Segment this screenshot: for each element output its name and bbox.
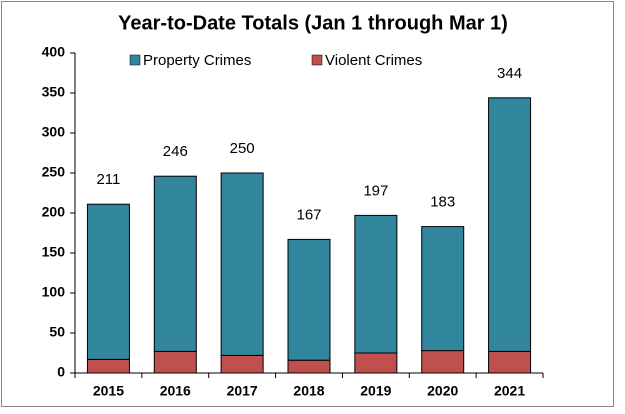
y-tick-label: 50 <box>49 324 65 340</box>
total-label: 344 <box>497 65 522 82</box>
y-tick-label: 400 <box>42 44 66 60</box>
bar-segment <box>287 238 331 361</box>
bar-segment <box>354 214 398 354</box>
total-label: 197 <box>363 182 388 199</box>
bar-segment <box>287 359 331 374</box>
y-tick-label: 200 <box>42 204 66 220</box>
legend-swatch <box>129 54 141 66</box>
bar-segment <box>421 226 465 352</box>
legend-swatch <box>311 54 323 66</box>
x-tick-label: 2017 <box>227 383 258 399</box>
y-tick-label: 250 <box>42 164 66 180</box>
bar-segment <box>153 175 197 352</box>
legend-label: Property Crimes <box>143 52 251 69</box>
x-tick-label: 2020 <box>427 383 458 399</box>
bar-segment <box>354 352 398 374</box>
y-tick-label: 100 <box>42 284 66 300</box>
y-tick-label: 150 <box>42 244 66 260</box>
legend-label: Violent Crimes <box>325 52 422 69</box>
bar-segment <box>86 203 130 360</box>
total-label: 167 <box>296 206 321 223</box>
total-label: 211 <box>96 171 120 188</box>
x-tick-label: 2015 <box>93 383 124 399</box>
y-tick-label: 0 <box>57 364 65 380</box>
y-tick-label: 300 <box>42 124 66 140</box>
bar-segment <box>220 354 264 374</box>
total-label: 246 <box>163 143 188 160</box>
total-label: 183 <box>430 194 455 211</box>
bar-segment <box>153 350 197 374</box>
x-tick-label: 2018 <box>293 383 324 399</box>
chart-title: Year-to-Date Totals (Jan 1 through Mar 1… <box>118 12 508 34</box>
bar-segment <box>488 97 532 352</box>
bar-segment <box>220 172 264 356</box>
bar-segment <box>488 350 532 374</box>
x-tick-label: 2021 <box>494 383 525 399</box>
y-tick-label: 350 <box>42 84 66 100</box>
bar-segment <box>86 358 130 374</box>
total-label: 250 <box>230 140 255 157</box>
bar-segment <box>421 350 465 374</box>
x-tick-label: 2016 <box>160 383 191 399</box>
x-tick-label: 2019 <box>360 383 391 399</box>
